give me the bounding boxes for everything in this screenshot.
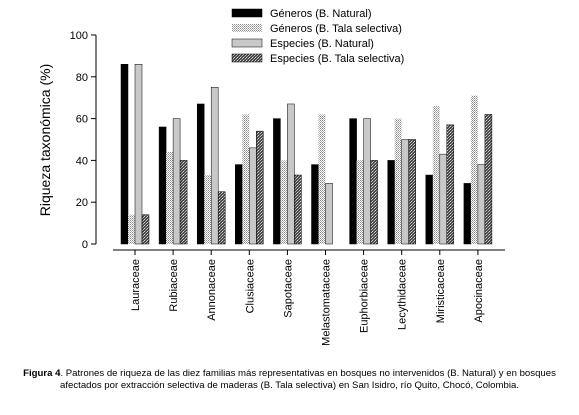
x-tick-label: Apocinaceae <box>473 259 485 323</box>
x-tick-label: Melastomataceae <box>321 259 333 346</box>
y-tick-label: 60 <box>76 114 88 126</box>
caption-text: . Patrones de riqueza de las diez famili… <box>60 368 556 391</box>
bar <box>120 64 129 245</box>
bar <box>432 106 440 244</box>
y-tick-label: 100 <box>70 30 88 42</box>
bar <box>401 139 409 245</box>
bar <box>134 64 143 245</box>
y-tick-label: 80 <box>76 72 88 84</box>
bar <box>394 118 402 244</box>
bar <box>477 164 486 245</box>
bar <box>242 114 250 244</box>
bar <box>249 147 257 245</box>
x-tick-label: Sapotaceae <box>282 259 294 318</box>
x-tick-label: Clusiaceae <box>244 259 256 313</box>
legend-label: Géneros (B. Natural) <box>270 8 371 20</box>
bar <box>425 174 434 245</box>
bar <box>349 118 357 245</box>
bar <box>439 153 448 245</box>
legend-label: Géneros (B. Tala selectiva) <box>270 23 402 35</box>
bar <box>356 160 364 244</box>
bar <box>128 214 135 244</box>
bar <box>172 118 181 245</box>
figure-caption: Figura 4. Patrones de riqueza de las die… <box>8 368 571 392</box>
bar <box>387 160 395 245</box>
x-tick-label: Miristicaceae <box>435 259 447 323</box>
x-tick-label: Rubiaceae <box>168 259 180 312</box>
legend-label: Especies (B. Tala selectiva) <box>270 53 404 65</box>
bar <box>204 175 212 244</box>
bar <box>408 139 416 245</box>
bar <box>318 114 326 244</box>
caption-label: Figura 4 <box>23 368 61 379</box>
legend-label: Especies (B. Natural) <box>270 38 374 50</box>
legend-swatch <box>231 53 263 63</box>
bar <box>210 87 219 245</box>
bar <box>287 103 295 245</box>
y-tick-label: 0 <box>82 239 88 251</box>
bar <box>166 152 174 244</box>
x-axis: Lauraceae Rubiaceae Annonaceae Clusiaceae Sa… <box>113 249 505 346</box>
bar <box>235 164 243 245</box>
x-tick-label: Lauraceae <box>130 259 142 311</box>
bar <box>484 114 493 245</box>
bar <box>273 118 281 245</box>
bar <box>311 164 319 245</box>
chart: Géneros (B. Natural) Géneros (B. Tala sel… <box>37 8 505 346</box>
bar <box>363 118 371 245</box>
bar <box>158 126 167 245</box>
bar <box>463 183 472 245</box>
bar <box>217 191 226 245</box>
bar <box>280 160 288 244</box>
x-tick-label: Euphorbiaceae <box>359 259 371 333</box>
x-tick-label: Annonaceae <box>206 259 218 321</box>
bar <box>294 174 302 245</box>
bar <box>196 103 205 245</box>
bars <box>120 64 493 245</box>
legend-swatch <box>231 38 263 48</box>
y-tick-label: 40 <box>76 155 88 167</box>
bar <box>470 95 478 244</box>
bar <box>141 214 150 245</box>
y-axis: 0 20 40 60 80 100 <box>70 30 97 251</box>
legend: Géneros (B. Natural) Géneros (B. Tala sel… <box>231 8 404 65</box>
bar <box>446 124 455 245</box>
bar <box>370 160 378 245</box>
bar <box>256 130 264 245</box>
y-axis-label: Riqueza taxonómica (%) <box>37 64 53 217</box>
legend-swatch <box>231 8 263 18</box>
legend-swatch <box>232 24 262 32</box>
y-tick-label: 20 <box>76 197 88 209</box>
bar <box>179 160 188 245</box>
bar <box>325 183 333 245</box>
x-tick-label: Lecythidaceae <box>397 259 409 330</box>
